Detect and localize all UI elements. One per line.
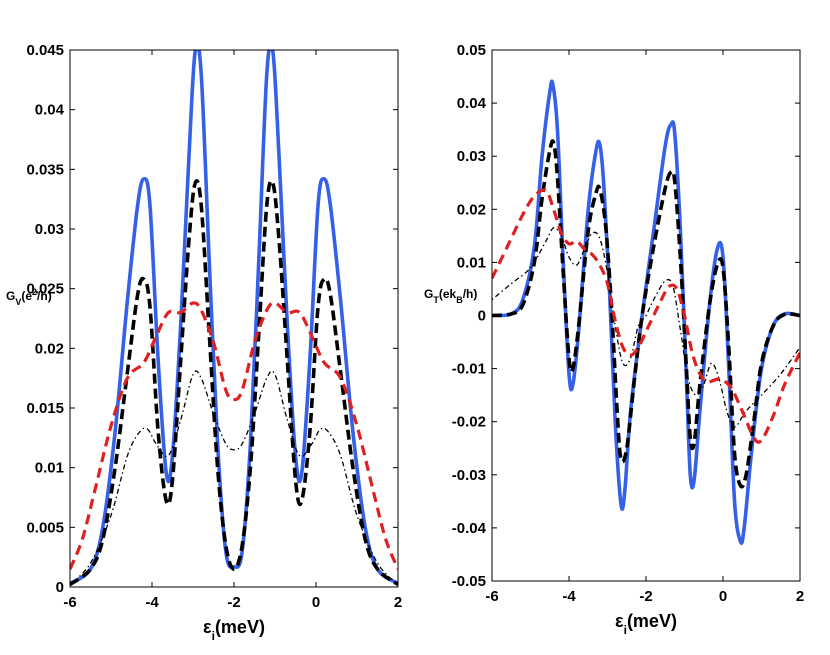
series-line-dashed	[70, 179, 398, 587]
y-tick-label: -0.02	[452, 414, 486, 431]
series-line-dotted	[492, 227, 800, 428]
y-tick-label: 0.04	[35, 102, 65, 119]
series-line-dashed	[492, 139, 800, 489]
y-tick-label: 0.04	[457, 95, 487, 112]
y-tick-label: 0.015	[26, 400, 64, 417]
axes-box	[69, 49, 399, 588]
x-axis-label: εi(meV)	[615, 611, 677, 637]
y-tick-label: -0.05	[452, 573, 486, 590]
x-tick-label: 0	[719, 588, 727, 605]
y-tick-label: 0.01	[457, 254, 486, 271]
ticks-layer: -6 -4 -2 0 2 0 0.005 0.01 0.015 0.02 0.025 0.03 0.03…	[26, 42, 402, 611]
x-tick-label: -2	[227, 594, 240, 611]
x-tick-label: 2	[796, 588, 804, 605]
panel-right-gt: -6 -4 -2 0 2 -0.05 -0.04 -0.03 -0.02 -0.01 0 0.01 0.…	[424, 42, 804, 637]
y-tick-label: 0.005	[26, 519, 64, 536]
series-layer	[70, 50, 398, 587]
x-tick-label: -4	[145, 594, 159, 611]
series-line-solid	[492, 79, 800, 545]
y-tick-label: 0.03	[35, 221, 64, 238]
y-tick-label: -0.03	[452, 467, 486, 484]
x-tick-label: -2	[639, 588, 652, 605]
y-tick-label: -0.04	[452, 520, 487, 537]
x-tick-label: -6	[485, 588, 498, 605]
y-axis-label: GT(ekB/h)	[424, 287, 477, 305]
y-tick-label: -0.01	[452, 361, 486, 378]
y-tick-label: 0.045	[26, 42, 64, 59]
y-tick-label: 0.03	[457, 148, 486, 165]
panel-left-gv: -6 -4 -2 0 2 0 0.005 0.01 0.015 0.02 0.025 0.03 0.03…	[6, 42, 402, 643]
series-line-dashed-red	[70, 301, 398, 570]
y-axis-label: GV(e2/h)	[6, 287, 52, 307]
series-layer	[492, 79, 800, 545]
y-tick-label: 0.035	[26, 161, 64, 178]
y-tick-label: 0.02	[35, 340, 64, 357]
y-tick-label: 0.025	[26, 281, 64, 298]
series-line-solid	[70, 50, 398, 585]
series-line-dotted	[70, 370, 398, 586]
x-tick-label: 0	[312, 594, 320, 611]
series-line-dashed-red	[492, 188, 800, 444]
ticks-layer: -6 -4 -2 0 2 -0.05 -0.04 -0.03 -0.02 -0.01 0 0.01 0.…	[452, 42, 804, 605]
y-tick-label: 0.01	[35, 460, 64, 477]
y-tick-label: 0.02	[457, 201, 486, 218]
y-tick-label: 0.05	[457, 42, 486, 59]
y-tick-label: 0	[56, 579, 64, 596]
x-axis-label: εi(meV)	[203, 617, 265, 643]
x-tick-label: -4	[562, 588, 576, 605]
x-tick-label: -6	[63, 594, 76, 611]
x-tick-label: 2	[394, 594, 402, 611]
y-tick-label: 0	[478, 308, 486, 325]
